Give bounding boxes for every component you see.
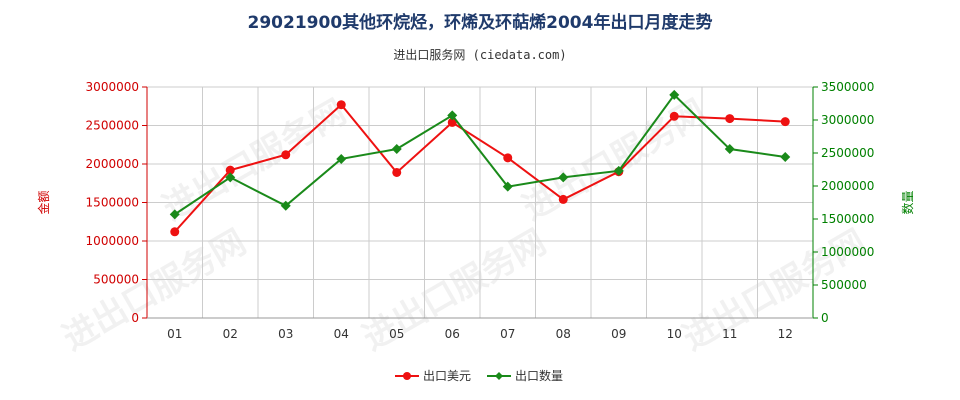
data-point-export-quantity (169, 209, 180, 220)
right-axis-tick-label: 500000 (821, 278, 867, 292)
legend-label-export-quantity: 出口数量 (515, 368, 563, 383)
data-point-export-usd (669, 111, 679, 121)
legend: 出口美元 出口数量 (395, 368, 563, 383)
data-point-export-usd (281, 150, 291, 160)
chart-title: 29021900其他环烷烃，环烯及环萜烯2004年出口月度走势 (247, 13, 713, 33)
right-axis-tick-label: 2000000 (821, 179, 874, 193)
x-axis-tick-label: 07 (500, 327, 515, 341)
watermark-text: 进出口服务网 (516, 92, 713, 229)
x-axis-tick-label: 11 (722, 327, 737, 341)
data-point-export-quantity (225, 172, 236, 183)
legend-label-export-usd: 出口美元 (423, 369, 471, 383)
left-axis-tick-label: 2500000 (86, 119, 139, 133)
x-axis-tick-label: 03 (278, 327, 293, 341)
right-axis-tick-label: 2500000 (821, 146, 874, 160)
x-axis-tick-label: 04 (334, 327, 349, 341)
series-line-export-quantity (174, 93, 786, 216)
right-axis-tick-label: 3500000 (821, 80, 874, 94)
series-layer (169, 89, 791, 237)
left-axis-tick-label: 500000 (93, 273, 139, 287)
legend-marker (495, 372, 503, 380)
data-point-export-usd (336, 100, 346, 110)
right-axis-tick-label: 0 (821, 311, 829, 325)
left-axis-tick-label: 1000000 (86, 234, 139, 248)
data-point-export-quantity (336, 153, 347, 164)
left-axis-tick-label: 3000000 (86, 80, 139, 94)
data-point-export-usd (725, 114, 735, 124)
x-axis-tick-label: 02 (223, 327, 238, 341)
right-axis-title: 数量 (900, 190, 915, 214)
data-point-export-usd (447, 117, 457, 127)
data-point-export-quantity (724, 144, 735, 155)
x-axis-tick-label: 10 (667, 327, 682, 341)
data-point-export-usd (392, 167, 402, 177)
axes-layer: 0 500000 1000000 1500000 2000000 2500000 30000… (36, 80, 915, 341)
data-point-export-quantity (447, 110, 458, 121)
data-point-export-quantity (280, 200, 291, 211)
data-point-export-quantity (391, 144, 402, 155)
data-point-export-usd (170, 227, 180, 237)
x-axis-tick-label: 12 (778, 327, 793, 341)
grid-layer (146, 86, 814, 319)
left-axis-tick-label: 1500000 (86, 196, 139, 210)
data-point-export-usd (503, 153, 513, 163)
series-line-export-usd (174, 103, 786, 233)
chart-subtitle: 进出口服务网 (ciedata.com) (393, 48, 567, 62)
x-axis-tick-label: 01 (167, 327, 182, 341)
left-axis-title: 金额 (36, 190, 51, 214)
x-axis-tick-label: 06 (445, 327, 460, 341)
data-point-export-usd (225, 165, 235, 175)
data-point-export-quantity (558, 172, 569, 183)
legend-marker (403, 372, 411, 380)
right-axis-tick-label: 3000000 (821, 113, 874, 127)
data-point-export-quantity (780, 151, 791, 162)
data-point-export-quantity (669, 89, 680, 100)
data-point-export-usd (558, 194, 568, 204)
data-point-export-quantity (613, 165, 624, 176)
data-point-export-usd (780, 117, 790, 127)
data-point-export-quantity (502, 181, 513, 192)
x-axis-tick-label: 09 (611, 327, 626, 341)
x-axis-tick-label: 08 (556, 327, 571, 341)
right-axis-tick-label: 1000000 (821, 245, 874, 259)
right-axis-tick-label: 1500000 (821, 212, 874, 226)
x-axis-tick-label: 05 (389, 327, 404, 341)
left-axis-tick-label: 2000000 (86, 157, 139, 171)
left-axis-tick-label: 0 (131, 311, 139, 325)
